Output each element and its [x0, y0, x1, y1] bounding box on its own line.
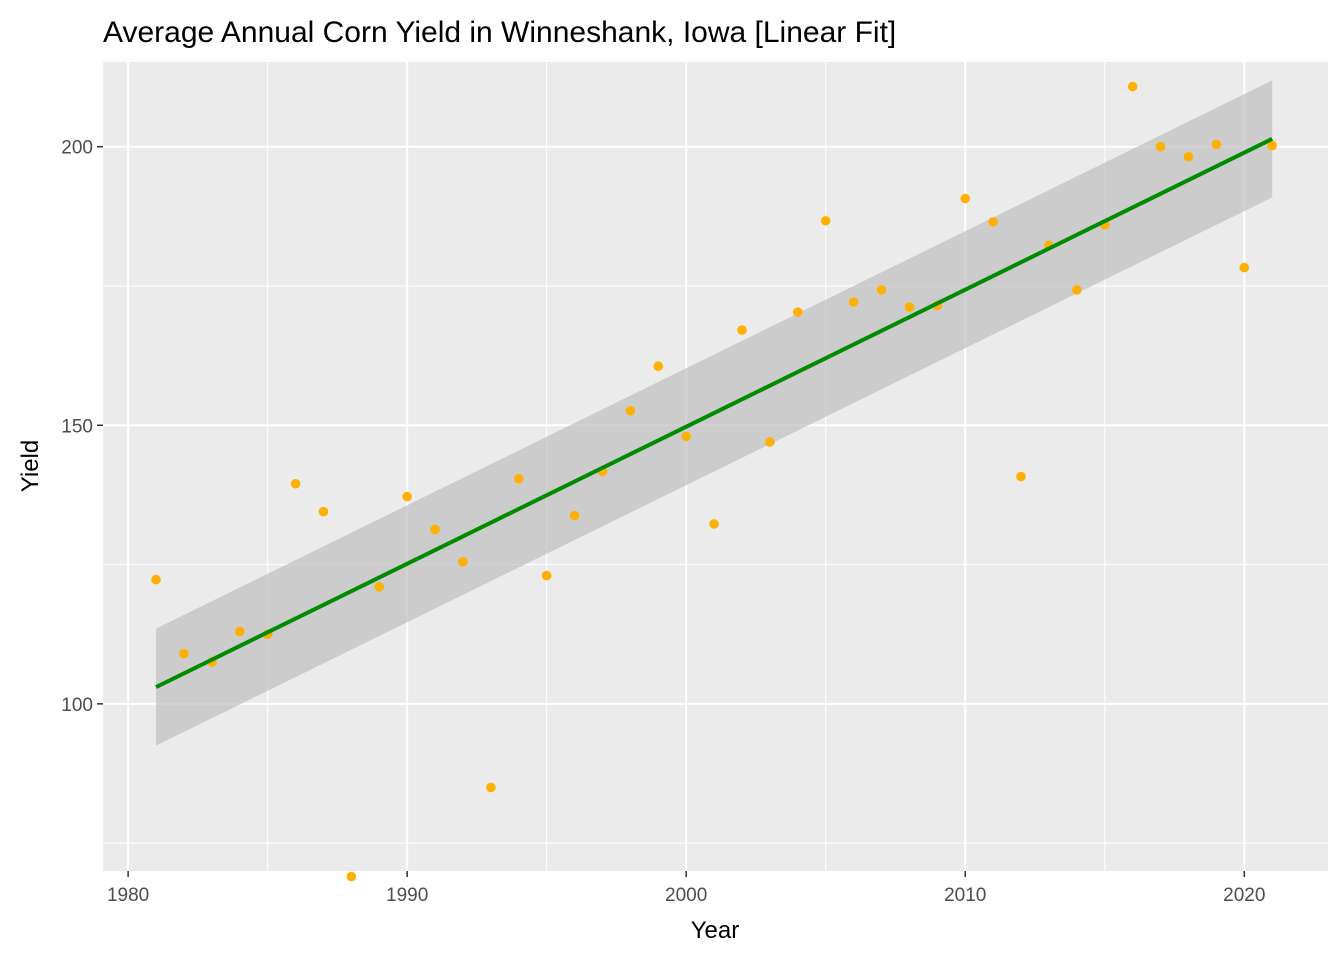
fit-line	[155, 137, 1274, 689]
y-tick-label: 150	[61, 416, 93, 437]
data-point	[848, 297, 859, 307]
data-point	[541, 570, 552, 581]
data-point	[374, 582, 385, 592]
data-point	[876, 285, 887, 295]
data-point	[318, 506, 329, 517]
data-point	[179, 648, 189, 659]
chart-title: Average Annual Corn Yield in Winneshank,…	[103, 16, 896, 49]
y-axis-ticks: 100 150 200	[61, 138, 103, 716]
data-point	[234, 626, 245, 637]
y-tick-label: 200	[61, 138, 93, 159]
data-point	[1155, 141, 1166, 152]
x-tick-label: 2020	[1223, 885, 1265, 906]
x-tick-label: 1980	[107, 885, 149, 906]
data-point	[569, 510, 580, 521]
data-point	[1183, 151, 1194, 162]
data-point	[458, 556, 468, 567]
data-point	[820, 215, 831, 226]
data-point	[1267, 140, 1277, 151]
data-point	[1211, 139, 1222, 150]
y-axis-title: Yield	[17, 440, 44, 492]
data-point	[1016, 471, 1026, 482]
x-axis-title: Year	[691, 917, 740, 944]
x-tick-label: 2000	[665, 885, 707, 906]
data-point	[960, 193, 971, 204]
x-axis-ticks: 1980 1990 2000 2010 2020	[107, 871, 1265, 906]
data-point	[904, 302, 915, 312]
data-point	[1127, 81, 1138, 92]
data-point	[346, 871, 357, 882]
x-tick-label: 2010	[944, 885, 986, 906]
data-point	[709, 519, 719, 529]
data-point	[765, 437, 775, 447]
data-point	[1072, 285, 1082, 295]
data-point	[430, 524, 440, 535]
y-tick-label: 100	[61, 695, 93, 716]
data-point	[653, 361, 664, 372]
data-point	[513, 473, 524, 484]
data-point	[681, 431, 692, 442]
data-point	[402, 491, 412, 502]
data-point	[486, 782, 496, 793]
data-point	[793, 307, 803, 317]
data-point	[290, 478, 301, 489]
data-point	[1239, 262, 1250, 273]
data-point	[737, 325, 747, 335]
data-point	[625, 405, 636, 416]
data-point	[151, 574, 161, 585]
data-point	[988, 217, 998, 227]
x-tick-label: 1990	[386, 885, 428, 906]
